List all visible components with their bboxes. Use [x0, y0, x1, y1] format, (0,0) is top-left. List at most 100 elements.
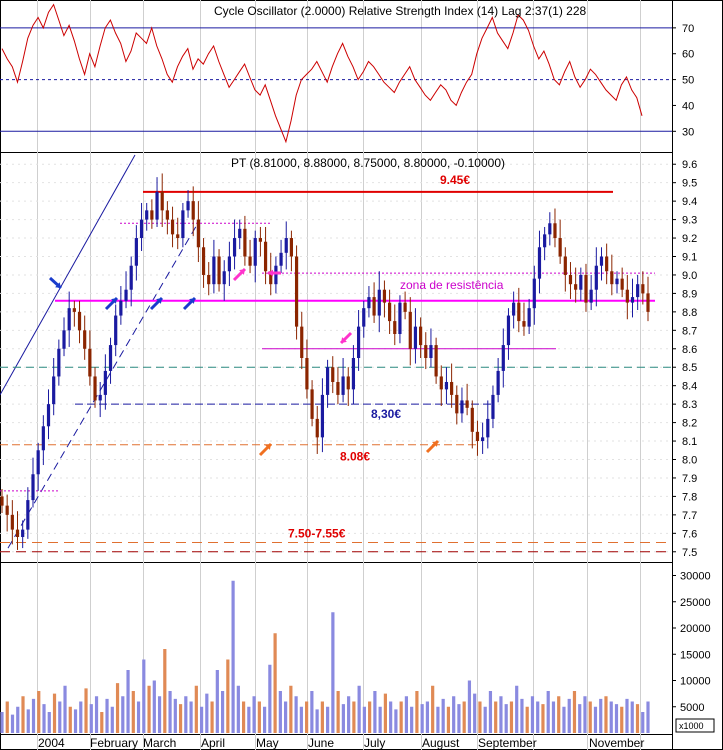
volume-bar	[499, 696, 503, 733]
volume-bar	[79, 701, 83, 733]
annotation-label: 9.45€	[440, 173, 470, 187]
candle-body	[238, 228, 242, 239]
y-tick-label: 8.8	[682, 307, 697, 319]
candle-body	[155, 191, 159, 220]
candle-body	[630, 297, 635, 303]
candle-body	[186, 201, 190, 211]
y-tick-label: 10000	[680, 676, 711, 688]
y-tick-label: 9.0	[682, 270, 697, 282]
volume-bar	[89, 704, 93, 733]
volume-bar	[420, 704, 424, 733]
x-tick-label: March	[143, 736, 176, 750]
candle-body	[403, 302, 407, 312]
x-tick-label: February	[90, 736, 138, 750]
volume-bar	[347, 696, 351, 733]
volume-bar	[389, 701, 393, 733]
candle-body	[382, 289, 387, 303]
candle-body	[124, 289, 128, 301]
trend-line	[7, 219, 201, 549]
y-tick-label: 8.7	[682, 325, 697, 337]
volume-bar	[84, 688, 88, 733]
volume-bar	[326, 706, 330, 733]
candle-body	[57, 348, 61, 377]
y-tick-label: 9.3	[682, 215, 697, 227]
candle-body	[300, 326, 304, 358]
candle-body	[191, 201, 195, 220]
volume-bar	[567, 698, 571, 733]
candle-body	[543, 234, 547, 248]
volume-bar	[205, 693, 209, 733]
candle-body	[646, 293, 650, 312]
volume-bar	[646, 701, 650, 733]
x-tick-label: September	[478, 736, 537, 750]
y-tick-label: 7.9	[682, 473, 697, 485]
volume-bar	[536, 701, 540, 733]
volume-bar	[509, 701, 514, 733]
candle-body	[232, 238, 237, 257]
candle-body	[248, 256, 252, 266]
volume-bar	[263, 706, 267, 733]
volume-bar	[357, 685, 361, 733]
volume-bar	[26, 709, 30, 733]
volume-bar	[593, 706, 598, 733]
y-tick-label: 9.2	[682, 233, 697, 245]
volume-bar	[578, 704, 582, 733]
candle-body	[129, 265, 133, 290]
candle-body	[310, 389, 314, 419]
candle-body	[67, 308, 71, 331]
volume-bar	[199, 706, 204, 733]
candle-body	[367, 297, 371, 309]
volume-bar	[252, 696, 256, 733]
volume-bar	[373, 691, 377, 733]
candle-body	[553, 223, 557, 239]
y-tick-label: 8.9	[682, 288, 697, 300]
volume-bar	[462, 701, 466, 733]
candle-body	[501, 345, 505, 371]
volume-bar	[163, 649, 167, 733]
x-tick-label: August	[422, 736, 460, 750]
y-tick-label: 9.4	[682, 196, 697, 208]
volume-bar	[189, 701, 193, 733]
candle-body	[605, 256, 609, 272]
volume-bar	[473, 693, 477, 733]
annotation-label: 7.50-7.55€	[288, 527, 346, 541]
candle-body	[413, 326, 418, 349]
candle-body	[41, 426, 45, 451]
volume-bar	[562, 706, 566, 733]
volume-bar	[530, 696, 535, 733]
volume-bar	[42, 704, 46, 733]
candle-body	[77, 311, 82, 331]
y-tick-label: 30000	[680, 571, 711, 583]
candle-body	[625, 289, 629, 303]
volume-bar	[231, 580, 235, 733]
candle-body	[222, 271, 226, 285]
volume-bar	[410, 706, 414, 733]
y-tick-label: 15000	[680, 649, 711, 661]
volume-bar	[431, 685, 435, 733]
volume-bar	[394, 709, 398, 733]
y-tick-label: 8.3	[682, 399, 697, 411]
candle-body	[470, 407, 474, 432]
volume-bar	[378, 706, 382, 733]
volume-bar	[257, 701, 261, 733]
volume-bar	[551, 701, 556, 733]
candle-body	[165, 210, 169, 220]
candle-body	[0, 496, 4, 506]
volume-bar	[557, 696, 561, 733]
volume-bar	[609, 701, 613, 733]
candle-body	[599, 256, 604, 266]
volume-bar	[604, 696, 608, 733]
candle-body	[356, 326, 361, 358]
candle-body	[263, 241, 268, 272]
volume-bar	[94, 696, 99, 733]
candle-body	[512, 302, 516, 316]
volume-bar	[289, 685, 293, 733]
volume-bar	[37, 691, 41, 733]
volume-bar	[21, 696, 25, 733]
volume-bar	[525, 706, 529, 733]
candle-body	[346, 376, 350, 390]
volume-bar	[210, 701, 214, 733]
candle-body	[579, 274, 583, 290]
candle-body	[243, 228, 247, 257]
